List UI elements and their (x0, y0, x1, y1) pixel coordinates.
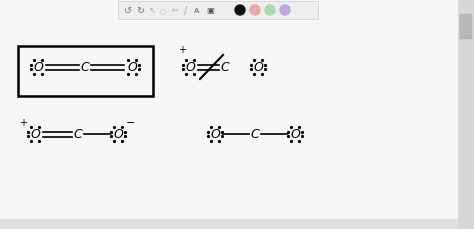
Text: C: C (220, 61, 229, 74)
Text: O: O (290, 128, 300, 141)
Text: ↺: ↺ (124, 6, 132, 16)
Circle shape (280, 6, 290, 16)
Text: +: + (19, 117, 27, 128)
Circle shape (250, 6, 260, 16)
Bar (458, 0, 474, 229)
Text: C: C (81, 61, 90, 74)
Bar (118, 2, 318, 20)
Text: O: O (127, 61, 137, 74)
Text: O: O (210, 128, 220, 141)
Text: −: − (126, 117, 136, 128)
Text: O: O (30, 128, 40, 141)
Text: O: O (185, 61, 195, 74)
Text: ▣: ▣ (206, 6, 214, 15)
Text: O: O (33, 61, 43, 74)
Text: ↖: ↖ (148, 6, 155, 15)
Text: A: A (194, 8, 200, 14)
Text: C: C (251, 128, 259, 141)
Bar (0, 219, 458, 229)
Text: +: + (178, 45, 186, 55)
Text: /: / (184, 6, 188, 16)
Text: C: C (73, 128, 82, 141)
Text: O: O (253, 61, 263, 74)
Bar (18, 47, 153, 97)
Bar (460, 15, 472, 40)
Text: ⬡: ⬡ (160, 8, 166, 14)
Text: ✂: ✂ (172, 6, 179, 15)
Circle shape (265, 6, 275, 16)
Text: ↻: ↻ (136, 6, 144, 16)
Circle shape (235, 6, 245, 16)
Text: O: O (113, 128, 123, 141)
